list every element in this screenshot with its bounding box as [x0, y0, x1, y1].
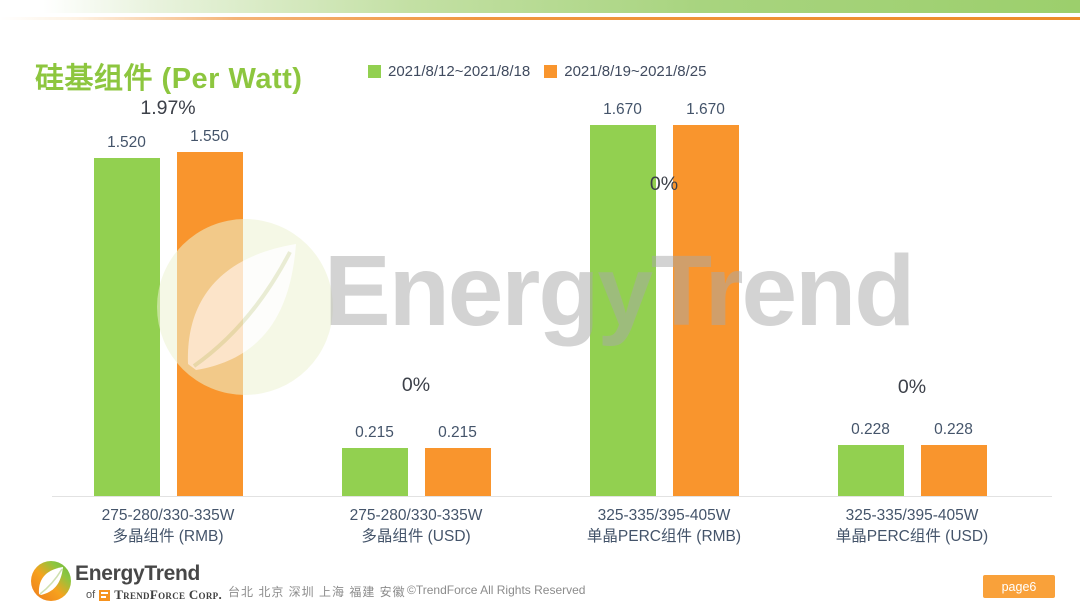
legend-swatch-green-icon — [368, 65, 381, 78]
x-axis-line — [52, 496, 1052, 497]
category-label: 275-280/330-335W 多晶组件 (RMB) — [101, 507, 235, 545]
value-label: 1.670 — [686, 101, 725, 118]
page-title: 硅基组件 (Per Watt) — [35, 63, 303, 95]
chart-legend: 2021/8/12~2021/8/18 2021/8/19~2021/8/25 — [368, 63, 706, 80]
legend-swatch-orange-icon — [544, 65, 558, 78]
footer-brand-text: EnergyTrend — [75, 562, 201, 585]
change-label: 1.97% — [140, 97, 196, 119]
legend-label: 2021/8/19~2021/8/25 — [564, 63, 707, 80]
footer-copyright: ©TrendForce All Rights Reserved — [407, 583, 586, 597]
bar-series1-group1 — [93, 158, 160, 496]
trendforce-logo-icon — [99, 589, 111, 601]
value-label: 0.228 — [851, 421, 890, 438]
page-number-badge: page6 — [983, 575, 1055, 598]
change-label: 0% — [401, 374, 431, 396]
category-label: 275-280/330-335W 多晶组件 (USD) — [349, 507, 483, 545]
value-label: 1.550 — [190, 128, 229, 145]
category-label: 325-335/395-405W 单晶PERC组件 (RMB) — [586, 507, 742, 545]
value-label: 0.228 — [934, 421, 973, 438]
bar-series1-group4 — [837, 445, 904, 496]
legend-item-curr-week: 2021/8/19~2021/8/25 — [544, 63, 706, 80]
value-label: 1.520 — [107, 134, 146, 151]
bar-series1-group2 — [341, 448, 408, 496]
trendforce-name: TrendForce Corp. — [114, 587, 222, 602]
value-label: 0.215 — [438, 424, 477, 441]
legend-item-prev-week: 2021/8/12~2021/8/18 — [368, 63, 530, 80]
footer-locations: 台北 北京 深圳 上海 福建 安徽 — [228, 585, 406, 599]
bar-series1-group3 — [589, 125, 656, 496]
change-label: 0% — [649, 173, 679, 195]
category-label: 325-335/395-405W 单晶PERC组件 (USD) — [835, 507, 989, 545]
watermark-leaf-logo-icon — [150, 212, 340, 407]
top-gradient-band — [0, 0, 1080, 13]
watermark-text: EnergyTrend — [324, 235, 915, 347]
top-orange-line — [0, 17, 1080, 20]
footer-brand-subtext: of TrendForce Corp. — [86, 587, 222, 603]
legend-label: 2021/8/12~2021/8/18 — [388, 63, 531, 80]
energytrend-logo-icon — [30, 560, 72, 602]
footer-of-label: of — [86, 589, 96, 601]
value-label: 1.670 — [603, 101, 642, 118]
bar-series2-group2 — [424, 448, 491, 496]
change-label: 0% — [897, 376, 927, 398]
bar-series2-group3 — [672, 125, 739, 496]
value-label: 0.215 — [355, 424, 394, 441]
bar-series2-group4 — [920, 445, 987, 496]
